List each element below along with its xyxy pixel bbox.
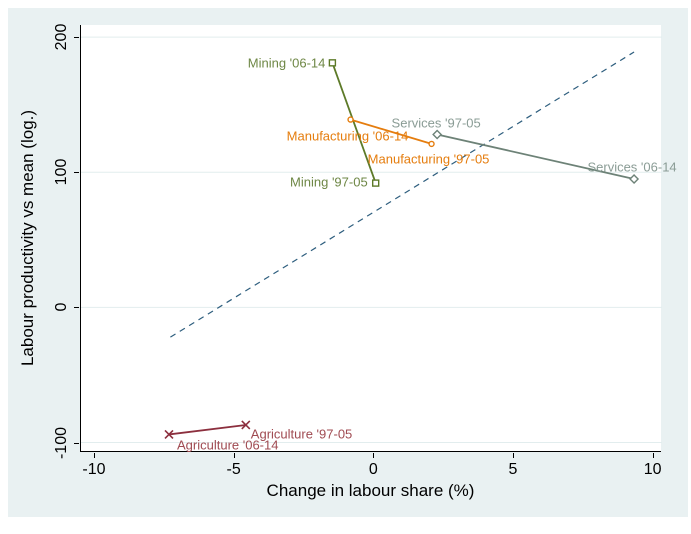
mining-line (331, 62, 377, 184)
marker-agriculture-97-05 (241, 420, 251, 430)
x-tick-label-5: 5 (508, 461, 518, 478)
marker-services-97-05 (432, 129, 443, 140)
x-tick-label--5: -5 (226, 461, 241, 478)
marker-services-06-14 (629, 174, 640, 185)
marker-manufacturing-06-14 (347, 116, 354, 123)
x-tick-mark-10 (652, 453, 654, 458)
plot-area: Mining '06-14 Mining '97-05 Manufacturing … (80, 25, 677, 453)
point-label-services-06-14: Services '06-14 (587, 159, 677, 175)
marker-mining-06-14 (328, 59, 337, 67)
y-tick-label-0: 0 (53, 302, 70, 312)
y-tick-label--100: -100 (53, 426, 70, 459)
x-tick-mark-0 (373, 453, 375, 458)
marker-mining-97-05 (371, 179, 380, 187)
x-tick-label-0: 0 (368, 461, 378, 478)
y-tick-mark-0 (74, 307, 79, 309)
point-label-mining-97-05: Mining '97-05 (290, 174, 368, 190)
agriculture-line (168, 424, 246, 436)
x-tick-label-10: 10 (643, 461, 662, 478)
reference-dashed-line (170, 51, 635, 338)
x-tick-mark--10 (93, 453, 95, 458)
manufacturing-line (350, 118, 432, 145)
point-label-manufacturing-06-14: Manufacturing '06-14 (286, 128, 409, 144)
point-label-agriculture-97-05: Agriculture '97-05 (250, 426, 353, 442)
marker-manufacturing-97-05 (428, 140, 435, 148)
x-tick-mark--5 (233, 453, 235, 458)
services-line (436, 133, 635, 180)
y-axis-title: Labour productivity vs mean (log.) (18, 109, 37, 367)
x-tick-label--10: -10 (82, 461, 106, 478)
y-tick-label-200: 200 (53, 23, 70, 51)
y-tick-mark--100 (74, 442, 79, 444)
marker-agriculture-06-14 (164, 429, 174, 439)
plot-canvas (81, 36, 662, 444)
point-label-manufacturing-97-05: Manufacturing '97-05 (367, 151, 490, 167)
point-label-services-97-05: Services '97-05 (391, 115, 481, 131)
x-tick-mark-5 (512, 453, 514, 458)
y-tick-mark-100 (74, 172, 79, 174)
y-tick-label-100: 100 (53, 158, 70, 186)
x-axis-title: Change in labour share (%) (266, 481, 475, 500)
point-label-agriculture-06-14: Agriculture '06-14 (176, 437, 279, 453)
point-label-mining-06-14: Mining '06-14 (247, 55, 326, 71)
y-tick-mark-200 (74, 37, 79, 39)
